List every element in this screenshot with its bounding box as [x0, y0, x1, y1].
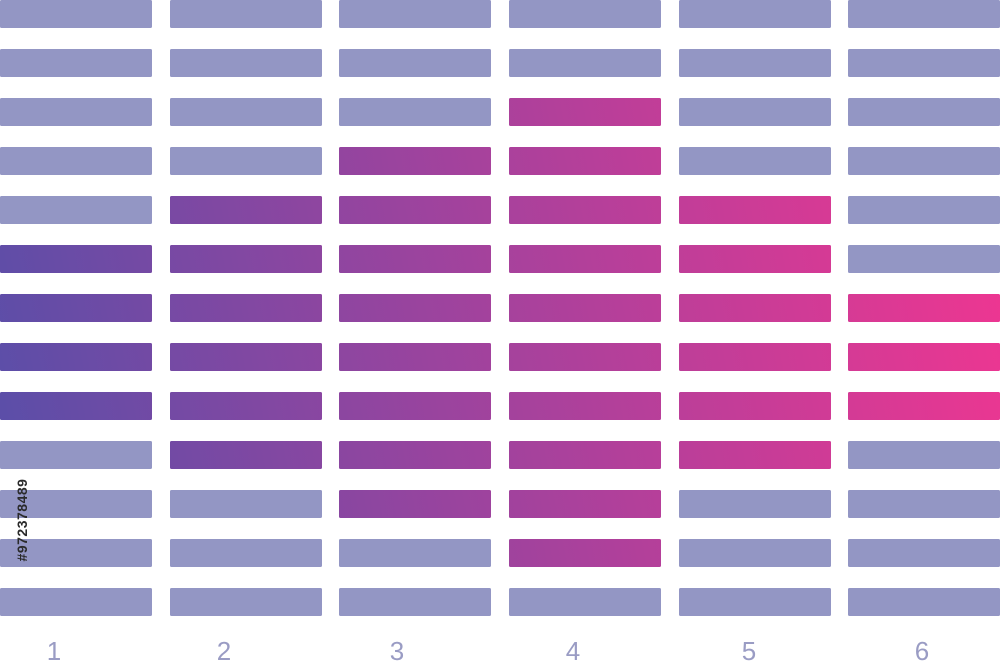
inactive-segment-2-3 — [170, 147, 322, 175]
active-segment-5-8 — [679, 392, 831, 420]
active-segment-1-5 — [0, 245, 152, 273]
active-segment-5-6 — [679, 294, 831, 322]
inactive-segment-1-3 — [0, 147, 152, 175]
active-segment-6-7 — [848, 343, 1000, 371]
inactive-segment-6-12 — [848, 588, 1000, 616]
inactive-segment-2-10 — [170, 490, 322, 518]
active-segment-5-4 — [679, 196, 831, 224]
x-tick-label-5: 5 — [742, 636, 756, 664]
inactive-segment-1-9 — [0, 441, 152, 469]
inactive-segment-5-3 — [679, 147, 831, 175]
active-segment-3-10 — [339, 490, 491, 518]
inactive-segment-5-1 — [679, 49, 831, 77]
active-segment-2-9 — [170, 441, 322, 469]
inactive-segment-2-11 — [170, 539, 322, 567]
active-segment-6-6 — [848, 294, 1000, 322]
active-segment-2-4 — [170, 196, 322, 224]
inactive-segment-1-11 — [0, 539, 152, 567]
inactive-segment-1-1 — [0, 49, 152, 77]
inactive-segment-6-2 — [848, 98, 1000, 126]
x-tick-label-4: 4 — [566, 636, 580, 664]
active-segment-4-3 — [509, 147, 661, 175]
active-segment-4-9 — [509, 441, 661, 469]
inactive-segment-6-11 — [848, 539, 1000, 567]
inactive-segment-1-0 — [0, 0, 152, 28]
active-segment-1-6 — [0, 294, 152, 322]
bar-column-3 — [339, 0, 491, 616]
active-segment-4-8 — [509, 392, 661, 420]
bar-column-1 — [0, 0, 152, 616]
active-segment-2-7 — [170, 343, 322, 371]
inactive-segment-3-2 — [339, 98, 491, 126]
active-segment-4-10 — [509, 490, 661, 518]
active-segment-4-4 — [509, 196, 661, 224]
inactive-segment-5-0 — [679, 0, 831, 28]
active-segment-3-8 — [339, 392, 491, 420]
inactive-segment-1-4 — [0, 196, 152, 224]
inactive-segment-6-9 — [848, 441, 1000, 469]
inactive-segment-6-5 — [848, 245, 1000, 273]
active-segment-3-3 — [339, 147, 491, 175]
bar-columns — [0, 0, 1000, 616]
active-segment-5-7 — [679, 343, 831, 371]
x-tick-label-2: 2 — [217, 636, 231, 664]
x-tick-label-6: 6 — [915, 636, 929, 664]
active-segment-3-6 — [339, 294, 491, 322]
x-tick-label-1: 1 — [47, 636, 61, 664]
inactive-segment-2-1 — [170, 49, 322, 77]
inactive-segment-3-1 — [339, 49, 491, 77]
inactive-segment-1-10 — [0, 490, 152, 518]
active-segment-4-7 — [509, 343, 661, 371]
inactive-segment-6-4 — [848, 196, 1000, 224]
x-tick-label-3: 3 — [390, 636, 404, 664]
inactive-segment-6-3 — [848, 147, 1000, 175]
inactive-segment-6-1 — [848, 49, 1000, 77]
inactive-segment-3-12 — [339, 588, 491, 616]
active-segment-4-2 — [509, 98, 661, 126]
active-segment-1-7 — [0, 343, 152, 371]
inactive-segment-4-0 — [509, 0, 661, 28]
inactive-segment-4-12 — [509, 588, 661, 616]
inactive-segment-6-10 — [848, 490, 1000, 518]
active-segment-3-5 — [339, 245, 491, 273]
inactive-segment-3-11 — [339, 539, 491, 567]
inactive-segment-4-1 — [509, 49, 661, 77]
inactive-segment-1-12 — [0, 588, 152, 616]
bar-column-4 — [509, 0, 661, 616]
inactive-segment-2-12 — [170, 588, 322, 616]
active-segment-4-11 — [509, 539, 661, 567]
bar-column-5 — [679, 0, 831, 616]
active-segment-6-8 — [848, 392, 1000, 420]
active-segment-2-6 — [170, 294, 322, 322]
active-segment-1-8 — [0, 392, 152, 420]
active-segment-3-7 — [339, 343, 491, 371]
active-segment-2-5 — [170, 245, 322, 273]
inactive-segment-5-12 — [679, 588, 831, 616]
inactive-segment-3-0 — [339, 0, 491, 28]
active-segment-2-8 — [170, 392, 322, 420]
active-segment-3-9 — [339, 441, 491, 469]
active-segment-5-5 — [679, 245, 831, 273]
watermark-id-text: #972378489 — [14, 478, 30, 562]
active-segment-3-4 — [339, 196, 491, 224]
inactive-segment-2-0 — [170, 0, 322, 28]
inactive-segment-2-2 — [170, 98, 322, 126]
x-tick-labels: 1 2 3 4 5 6 — [47, 636, 929, 664]
active-segment-5-9 — [679, 441, 831, 469]
active-segment-4-6 — [509, 294, 661, 322]
inactive-segment-5-10 — [679, 490, 831, 518]
active-segment-4-5 — [509, 245, 661, 273]
inactive-segment-1-2 — [0, 98, 152, 126]
inactive-segment-6-0 — [848, 0, 1000, 28]
bar-column-2 — [170, 0, 322, 616]
inactive-segment-5-11 — [679, 539, 831, 567]
inactive-segment-5-2 — [679, 98, 831, 126]
bar-column-6 — [848, 0, 1000, 616]
